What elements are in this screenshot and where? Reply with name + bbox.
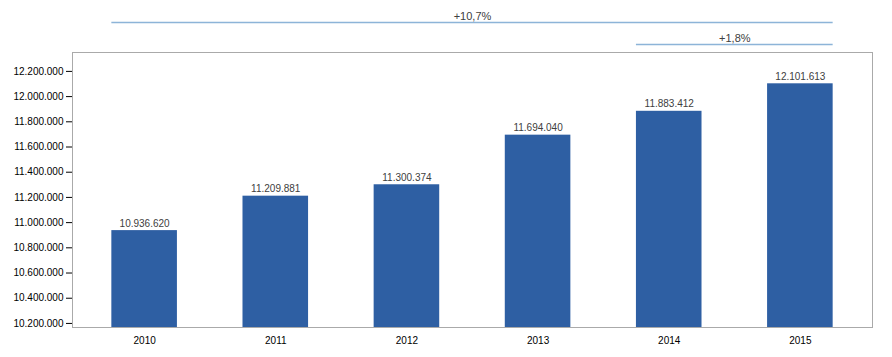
svg-text:12.000.000: 12.000.000 xyxy=(13,91,63,102)
svg-text:2015: 2015 xyxy=(789,335,812,346)
svg-text:2013: 2013 xyxy=(527,335,550,346)
svg-text:11.400.000: 11.400.000 xyxy=(14,166,64,177)
svg-text:+1,8%: +1,8% xyxy=(719,32,751,44)
svg-text:10.936.620: 10.936.620 xyxy=(120,218,170,229)
svg-text:2011: 2011 xyxy=(265,335,287,346)
svg-text:+10,7%: +10,7% xyxy=(454,10,492,22)
svg-text:12.101.613: 12.101.613 xyxy=(775,71,825,82)
svg-text:10.600.000: 10.600.000 xyxy=(13,267,63,278)
svg-text:12.200.000: 12.200.000 xyxy=(13,66,63,77)
svg-text:11.000.000: 11.000.000 xyxy=(14,217,64,228)
svg-text:11.800.000: 11.800.000 xyxy=(14,116,64,127)
svg-text:11.600.000: 11.600.000 xyxy=(14,141,64,152)
svg-text:11.200.000: 11.200.000 xyxy=(14,192,64,203)
svg-text:2010: 2010 xyxy=(134,335,157,346)
svg-text:11.300.374: 11.300.374 xyxy=(382,172,432,183)
svg-text:11.883.412: 11.883.412 xyxy=(645,98,695,109)
svg-text:2014: 2014 xyxy=(658,335,681,346)
svg-text:10.200.000: 10.200.000 xyxy=(13,318,63,329)
svg-text:2012: 2012 xyxy=(396,335,419,346)
svg-text:10.800.000: 10.800.000 xyxy=(13,242,63,253)
svg-text:11.694.040: 11.694.040 xyxy=(513,122,563,133)
svg-text:10.400.000: 10.400.000 xyxy=(13,292,63,303)
svg-text:11.209.881: 11.209.881 xyxy=(251,183,301,194)
